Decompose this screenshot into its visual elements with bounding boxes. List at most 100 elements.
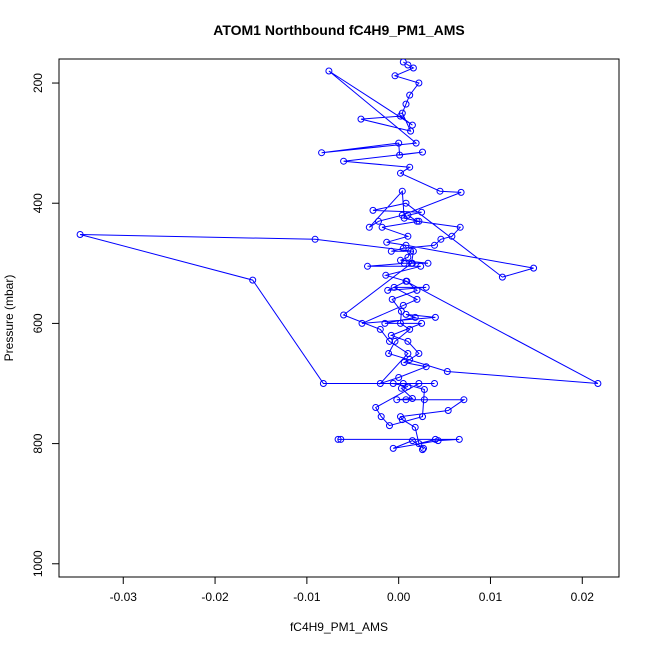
x-axis: -0.03 -0.02 -0.01 0.00 0.01 0.02: [110, 577, 595, 604]
data-point: [388, 295, 396, 303]
data-point: [406, 325, 414, 333]
data-point: [337, 435, 345, 443]
data-point: [422, 363, 430, 371]
x-tick-label: 0.02: [571, 590, 595, 604]
data-point: [358, 319, 366, 327]
plot-frame: [58, 58, 620, 578]
data-point: [419, 148, 426, 156]
x-tick-label: -0.01: [293, 590, 321, 604]
data-point: [431, 435, 439, 443]
data-point: [402, 100, 410, 108]
data-point: [420, 444, 427, 452]
data-point: [378, 223, 386, 231]
data-point: [398, 211, 406, 219]
data-point: [372, 404, 380, 411]
data-point: [424, 259, 432, 267]
data-point: [402, 396, 410, 404]
data-point: [376, 380, 384, 387]
data-point: [397, 319, 404, 327]
data-point: [455, 435, 463, 443]
data-point: [395, 139, 403, 147]
data-point: [431, 380, 438, 387]
data-point: [431, 313, 439, 321]
data-point: [397, 384, 405, 392]
data-point: [415, 350, 423, 357]
data-point: [318, 149, 326, 157]
data-point: [415, 380, 423, 387]
data-point: [384, 286, 392, 294]
data-point: [390, 283, 398, 291]
data-point: [364, 262, 371, 270]
data-point: [76, 231, 84, 238]
data-point: [398, 187, 406, 195]
data-point: [413, 217, 421, 225]
data-point: [399, 59, 407, 66]
data-point: [397, 307, 405, 315]
data-point: [357, 115, 365, 123]
data-point: [397, 169, 404, 177]
data-point: [406, 163, 414, 171]
data-point: [437, 235, 445, 243]
data-point: [404, 253, 412, 261]
data-point: [443, 368, 451, 375]
data-point: [383, 238, 391, 246]
chart-title: ATOM1 Northbound fC4H9_PM1_AMS: [213, 22, 465, 38]
data-point: [411, 423, 419, 431]
data-point: [387, 331, 395, 339]
x-tick-label: -0.03: [110, 590, 138, 604]
data-point: [407, 247, 415, 255]
data-point: [413, 295, 421, 303]
x-tick-label: -0.02: [201, 590, 229, 604]
y-axis: 200 400 600 800 1000: [31, 73, 59, 577]
data-point: [404, 337, 412, 345]
y-tick-label: 1000: [31, 550, 45, 577]
data-point: [382, 271, 390, 279]
data-point: [418, 208, 426, 216]
data-point: [403, 277, 411, 285]
data-point: [415, 217, 423, 225]
data-point: [594, 380, 602, 387]
data-point: [386, 422, 393, 430]
data-point: [406, 91, 414, 99]
data-point: [413, 286, 421, 294]
x-tick-label: 0.01: [479, 590, 503, 604]
data-point: [460, 396, 468, 404]
data-point: [417, 262, 425, 270]
data-point: [376, 325, 384, 333]
data-point: [400, 359, 408, 366]
data-point: [369, 206, 377, 214]
data-point: [406, 356, 414, 363]
data-point: [408, 437, 416, 445]
series-line: [79, 61, 599, 450]
plot-area: [76, 59, 602, 454]
data-point: [396, 151, 404, 159]
data-point: [419, 446, 426, 454]
data-point: [402, 199, 410, 207]
data-point: [420, 386, 428, 393]
data-point: [457, 188, 465, 196]
data-point: [415, 79, 423, 87]
data-point: [498, 273, 506, 281]
data-point: [397, 256, 404, 264]
data-point: [407, 127, 415, 135]
data-point: [404, 232, 412, 240]
data-point: [448, 232, 456, 240]
data-point: [399, 301, 407, 309]
data-point: [419, 413, 426, 421]
data-point: [402, 241, 410, 249]
data-point: [365, 223, 373, 231]
data-point: [325, 67, 333, 75]
data-point: [411, 313, 419, 321]
data-point: [340, 311, 348, 319]
data-point: [319, 380, 327, 387]
data-point: [444, 407, 452, 414]
y-tick-label: 800: [31, 433, 45, 453]
data-point: [456, 223, 464, 231]
data-point: [408, 395, 416, 402]
data-point: [398, 109, 406, 117]
y-axis-label: Pressure (mbar): [2, 275, 16, 362]
data-point: [418, 319, 426, 327]
x-tick-label: 0.00: [387, 590, 411, 604]
data-point: [389, 444, 397, 452]
data-point: [412, 139, 420, 147]
